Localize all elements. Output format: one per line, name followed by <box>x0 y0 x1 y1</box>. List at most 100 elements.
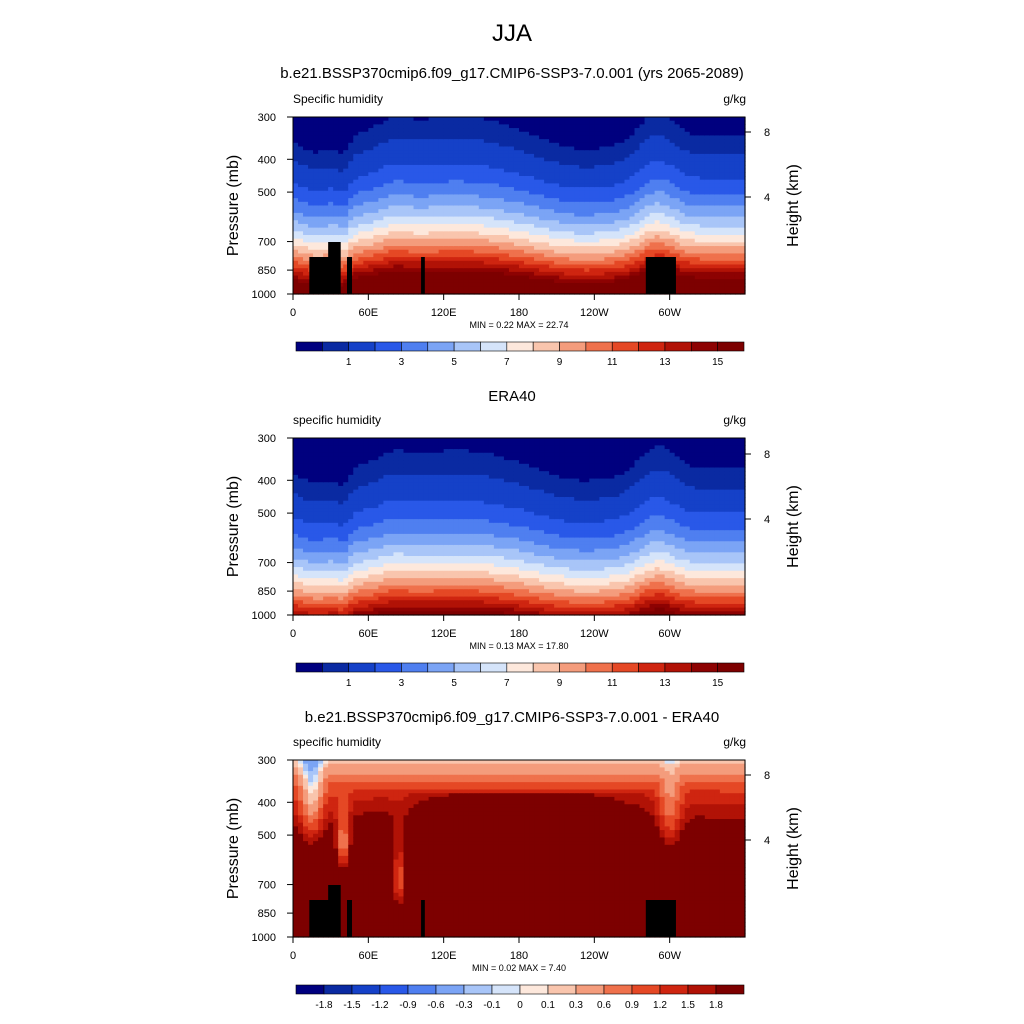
heatmap-cell <box>503 183 510 188</box>
heatmap-cell <box>674 264 681 269</box>
heatmap-cell <box>328 548 334 553</box>
heatmap-cell <box>388 194 395 199</box>
heatmap-cell <box>549 279 555 284</box>
heatmap-cell <box>333 474 339 480</box>
heatmap-cell <box>729 146 736 151</box>
heatmap-cell <box>483 161 490 166</box>
heatmap-cell <box>654 120 661 125</box>
heatmap-cell <box>438 179 445 184</box>
heatmap-cell <box>333 508 339 513</box>
heatmap-cell <box>614 187 621 192</box>
heatmap-cell <box>549 183 555 188</box>
heatmap-cell <box>333 497 339 502</box>
heatmap-cell <box>358 286 364 291</box>
heatmap-cell <box>403 220 410 225</box>
heatmap-cell <box>694 282 701 288</box>
heatmap-cell <box>584 220 590 225</box>
heatmap-cell <box>704 264 711 269</box>
heatmap-cell <box>443 227 450 232</box>
heatmap-cell <box>589 212 595 218</box>
heatmap-cell <box>353 489 359 494</box>
heatmap-cell <box>358 235 364 240</box>
heatmap-cell <box>739 183 746 188</box>
heatmap-cell <box>739 201 746 207</box>
heatmap-cell <box>408 201 415 207</box>
heatmap-cell <box>589 231 595 236</box>
heatmap-cell <box>443 282 450 288</box>
heatmap-cell <box>313 176 319 181</box>
heatmap-cell <box>473 128 480 133</box>
heatmap-cell <box>468 260 475 266</box>
heatmap-cell <box>569 238 575 243</box>
heatmap-cell <box>298 511 304 517</box>
heatmap-cell <box>729 142 736 148</box>
heatmap-cell <box>614 227 621 232</box>
heatmap-cell <box>559 153 565 159</box>
heatmap-cell <box>418 205 425 210</box>
heatmap-cell <box>664 238 671 243</box>
heatmap-cell <box>679 209 686 214</box>
heatmap-cell <box>298 117 304 122</box>
heatmap-cell <box>363 220 369 225</box>
heatmap-cell <box>544 220 550 225</box>
heatmap-cell <box>524 183 530 188</box>
heatmap-cell <box>348 445 354 450</box>
heatmap-cell <box>609 179 616 184</box>
heatmap-cell <box>519 249 525 255</box>
heatmap-cell <box>498 246 505 251</box>
heatmap-cell <box>403 190 410 196</box>
heatmap-cell <box>704 260 711 266</box>
heatmap-cell <box>473 260 480 266</box>
heatmap-cell <box>483 124 490 129</box>
heatmap-cell <box>594 253 600 258</box>
heatmap-cell <box>308 541 314 546</box>
heatmap-cell <box>594 183 600 188</box>
heatmap-cell <box>664 223 671 229</box>
heatmap-cell <box>343 452 349 458</box>
heatmap-cell <box>614 279 621 284</box>
heatmap-cell <box>498 179 505 184</box>
heatmap-cell <box>719 194 726 199</box>
heatmap-cell <box>448 257 455 262</box>
heatmap-cell <box>704 139 711 144</box>
heatmap-cell <box>383 223 390 229</box>
heatmap-cell <box>338 541 344 546</box>
heatmap-cell <box>629 194 636 199</box>
heatmap-cell <box>674 128 681 133</box>
heatmap-cell <box>614 286 621 291</box>
heatmap-cell <box>554 172 560 177</box>
heatmap-cell <box>348 201 354 207</box>
heatmap-cell <box>308 526 314 531</box>
heatmap-cell <box>498 164 505 170</box>
heatmap-cell <box>318 153 324 159</box>
colorbar-label: 5 <box>451 357 457 368</box>
heatmap-cell <box>709 209 716 214</box>
heatmap-cell <box>353 449 359 454</box>
heatmap-cell <box>549 271 555 277</box>
heatmap-cell <box>614 212 621 218</box>
heatmap-cell <box>564 139 570 144</box>
heatmap-cell <box>689 212 696 218</box>
heatmap-cell <box>674 227 681 232</box>
heatmap-cell <box>458 146 465 151</box>
heatmap-cell <box>574 271 580 277</box>
heatmap-cell <box>493 201 500 207</box>
heatmap-cell <box>539 135 545 140</box>
heatmap-cell <box>368 172 374 177</box>
heatmap-cell <box>423 279 430 284</box>
heatmap-cell <box>529 253 535 258</box>
heatmap-cell <box>674 194 681 199</box>
heatmap-cell <box>328 142 334 148</box>
heatmap-cell <box>403 198 410 203</box>
heatmap-cell <box>298 482 304 487</box>
heatmap-cell <box>438 282 445 288</box>
heatmap-cell <box>624 117 631 122</box>
heatmap-cell <box>594 198 600 203</box>
heatmap-cell <box>433 183 440 188</box>
heatmap-cell <box>308 556 314 561</box>
heatmap-cell <box>549 212 555 218</box>
heatmap-cell <box>503 194 510 199</box>
heatmap-cell <box>383 235 390 240</box>
heatmap-cell <box>709 176 716 181</box>
heatmap-cell <box>333 438 339 443</box>
